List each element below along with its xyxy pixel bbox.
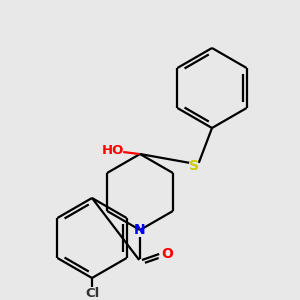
Text: S: S [189, 159, 199, 173]
Text: HO: HO [102, 144, 124, 157]
Text: N: N [134, 223, 146, 237]
Text: Cl: Cl [85, 287, 99, 300]
Text: O: O [161, 247, 173, 261]
